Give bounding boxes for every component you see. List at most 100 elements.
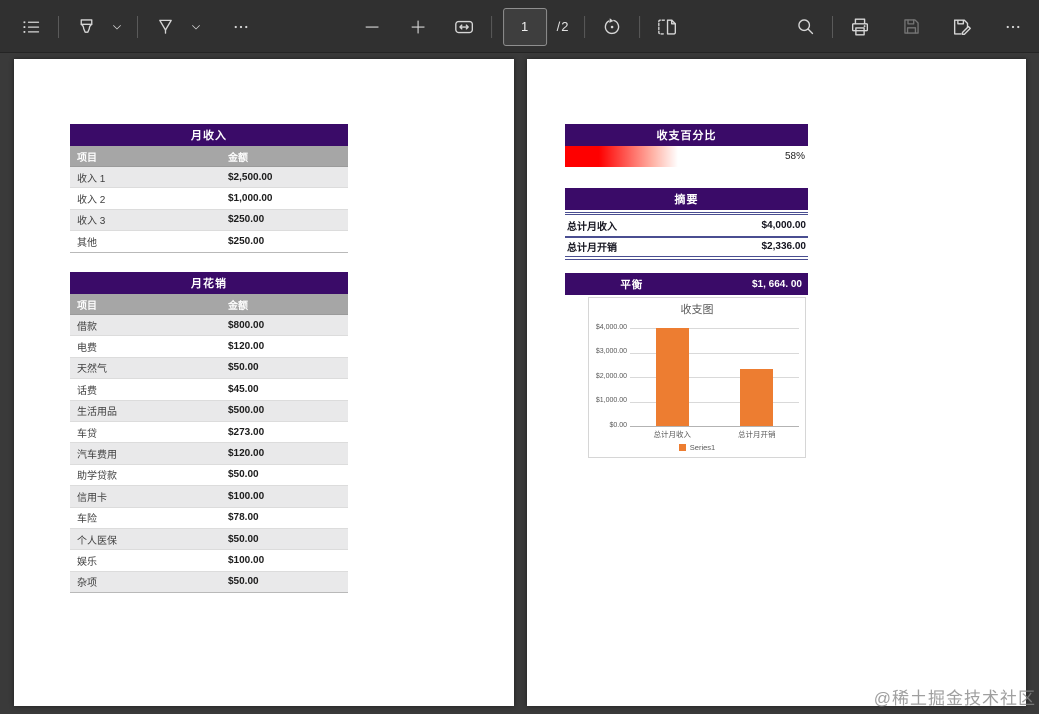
toc-icon (23, 20, 40, 33)
highlight-options-button[interactable] (108, 11, 126, 43)
column-item: 项目 (77, 300, 97, 312)
income-table-column-header: 项目 金额 (70, 146, 348, 167)
amount-value: $50.00 (228, 533, 259, 545)
table-row: 天然气 $50.00 (70, 357, 348, 380)
ytick: $2,000.00 (595, 372, 627, 380)
toc-button[interactable] (15, 11, 47, 43)
item-label: 娱乐 (77, 556, 97, 568)
toolbar-left-group (15, 0, 257, 53)
highlighter-icon (80, 19, 92, 33)
zoom-in-icon (411, 19, 425, 34)
item-label: 生活用品 (77, 407, 117, 419)
save-as-icon (953, 18, 971, 35)
zoom-in-button[interactable] (402, 11, 434, 43)
gridline (630, 328, 799, 329)
item-label: 信用卡 (77, 492, 107, 504)
table-row: 收入 2 $1,000.00 (70, 188, 348, 210)
item-label: 汽车费用 (77, 450, 117, 462)
page-number-input[interactable] (502, 7, 547, 46)
gridline (630, 377, 799, 378)
chevron-down-icon (113, 24, 121, 29)
table-row: 其他 $250.00 (70, 231, 348, 253)
percent-section-title: 收支百分比 (565, 124, 808, 146)
table-row: 车贷 $273.00 (70, 421, 348, 444)
item-label: 车贷 (77, 428, 97, 440)
toolbar-divider (832, 15, 833, 38)
amount-value: $50.00 (228, 469, 259, 481)
fit-width-button[interactable] (448, 11, 480, 43)
summary-divider (565, 212, 808, 215)
table-row: 个人医保 $50.00 (70, 528, 348, 551)
amount-value: $78.00 (228, 512, 259, 524)
more-tools-button[interactable] (225, 11, 257, 43)
print-button[interactable] (844, 11, 876, 43)
item-label: 杂项 (77, 578, 97, 590)
item-label: 总计月收入 (567, 221, 617, 233)
summary-section-title: 摘要 (565, 188, 808, 210)
pdf-toolbar: /2 (0, 0, 1039, 53)
toolbar-divider (490, 15, 492, 38)
chevron-down-icon (192, 24, 200, 29)
xtick: 总计月收入 (653, 430, 692, 439)
draw-options-button[interactable] (187, 11, 205, 43)
item-label: 车险 (77, 514, 97, 526)
pdf-content-area[interactable]: 月收入 项目 金额 收入 1 $2,500.00 收入 2 $1,000.00 收入 3… (0, 54, 1039, 714)
item-label: 总计月开销 (567, 243, 617, 255)
amount-value: $120.00 (228, 448, 265, 460)
chart-legend: Series1 (589, 443, 805, 452)
amount-value: $50.00 (228, 362, 259, 374)
save-button (895, 11, 927, 43)
income-expense-chart: 收支图 $4,000.00 $3,000.00 $2,000.00 $1,000.00… (588, 297, 806, 458)
table-row: 借款 $800.00 (70, 315, 348, 337)
amount-value: $250.00 (228, 214, 265, 226)
table-row: 电费 $120.00 (70, 336, 348, 358)
table-row: 助学贷款 $50.00 (70, 464, 348, 487)
percent-row: 58% (565, 146, 808, 168)
expense-table-title: 月花销 (70, 272, 348, 294)
item-label: 助学贷款 (77, 471, 117, 483)
table-row: 娱乐 $100.00 (70, 550, 348, 572)
rotate-button[interactable] (596, 11, 628, 43)
expense-table-body: 借款 $800.00 电费 $120.00 天然气 $50.00 话费 $45.00 生活用品 $… (70, 315, 348, 594)
summary-body: 总计月收入 $4,000.00 总计月开销 $2,336.00 (565, 215, 808, 260)
balance-section: 平衡 $1, 664. 00 (565, 273, 808, 295)
amount-value: $2,336.00 (761, 241, 807, 253)
more-options-button[interactable] (997, 11, 1029, 43)
draw-button[interactable] (149, 11, 181, 43)
item-label: 其他 (77, 237, 97, 249)
table-row: 生活用品 $500.00 (70, 400, 348, 422)
amount-value: $100.00 (228, 490, 265, 502)
bar (740, 368, 774, 426)
amount-value: $120.00 (228, 341, 265, 353)
amount-value: $273.00 (228, 426, 265, 438)
balance-bar: 平衡 $1, 664. 00 (565, 273, 808, 295)
item-label: 电费 (77, 343, 97, 355)
table-row: 话费 $45.00 (70, 379, 348, 401)
amount-value: $100.00 (228, 554, 265, 566)
search-button[interactable] (789, 11, 821, 43)
search-icon (797, 19, 813, 35)
item-label: 个人医保 (77, 535, 117, 547)
column-amount: 金额 (228, 300, 248, 312)
ytick: $3,000.00 (595, 348, 627, 355)
percent-databar (565, 146, 679, 167)
toolbar-right-group (789, 0, 1029, 53)
page-view-button[interactable] (651, 11, 683, 43)
table-row: 总计月开销 $2,336.00 (565, 238, 808, 260)
zoom-out-button[interactable] (356, 11, 388, 43)
percent-section: 收支百分比 58% (565, 124, 808, 168)
draw-icon (158, 19, 172, 34)
highlight-button[interactable] (70, 11, 102, 43)
fit-width-icon (454, 20, 473, 33)
toolbar-divider (58, 15, 59, 38)
watermark: @稀土掘金技术社区 (873, 689, 1036, 708)
toolbar-divider (584, 15, 586, 38)
income-table-title: 月收入 (70, 124, 348, 146)
more-tools-icon (234, 25, 248, 28)
ytick: $0.00 (609, 421, 627, 429)
toolbar-center-group: /2 (356, 0, 684, 53)
table-row: 信用卡 $100.00 (70, 486, 348, 508)
save-as-button[interactable] (946, 11, 978, 43)
gridline (630, 352, 799, 354)
table-row: 车险 $78.00 (70, 507, 348, 529)
